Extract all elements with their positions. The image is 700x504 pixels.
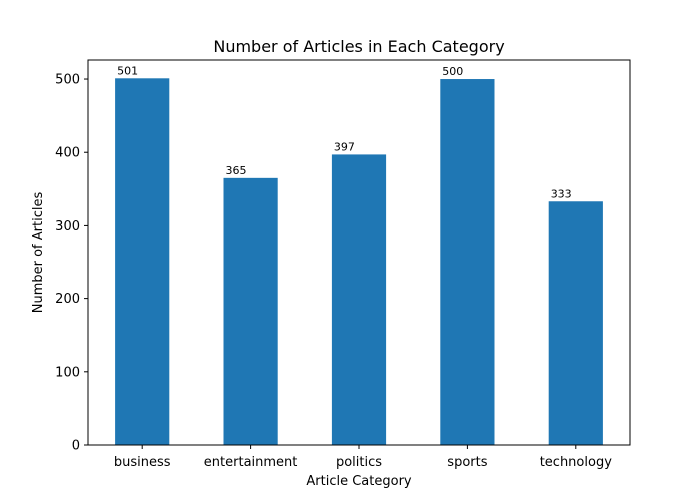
bars [115, 78, 603, 446]
bar-sports [440, 79, 495, 445]
data-label-sports: 500 [442, 65, 463, 78]
x-tick-label-politics: politics [336, 455, 382, 470]
y-tick-label-400: 400 [55, 146, 80, 161]
x-tick-label-technology: technology [540, 455, 612, 470]
x-tick-label-sports: sports [447, 455, 487, 470]
y-tick-label-500: 500 [55, 73, 80, 88]
y-axis-ticks: 0 100 200 300 400 500 [55, 73, 88, 454]
x-axis-ticks: business entertainment politics sports techn… [114, 445, 612, 470]
y-tick-label-0: 0 [72, 439, 80, 454]
plot-frame [87, 59, 631, 446]
data-label-entertainment: 365 [226, 164, 247, 177]
bar-business [115, 78, 170, 446]
x-tick-label-business: business [114, 455, 171, 470]
data-label-politics: 397 [334, 140, 355, 153]
data-label-business: 501 [117, 64, 138, 77]
y-tick-label-100: 100 [55, 365, 80, 380]
chart-title: Number of Articles in Each Category [213, 37, 504, 56]
bar-entertainment [223, 177, 278, 445]
y-tick-label-300: 300 [55, 219, 80, 234]
bar-technology [548, 201, 603, 445]
data-label-technology: 333 [551, 187, 572, 200]
bar-politics [331, 154, 387, 445]
y-axis-label: Number of Articles [31, 192, 46, 314]
x-axis-label: Article Category [306, 474, 412, 489]
x-tick-label-entertainment: entertainment [204, 455, 298, 470]
bar-data-labels: 501 365 397 500 333 [117, 64, 572, 200]
y-tick-label-200: 200 [55, 292, 80, 307]
